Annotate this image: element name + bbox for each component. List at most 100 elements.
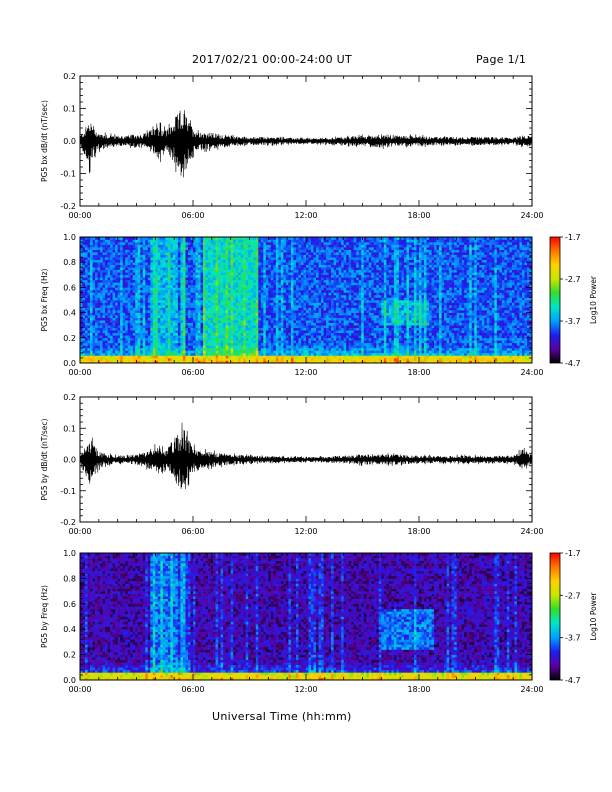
bx-spectrogram-cell (110, 342, 113, 346)
bx-spectrogram-cell (120, 279, 123, 283)
bx-spectrogram-cell (210, 269, 214, 273)
bx-spectrogram-cell (185, 312, 189, 316)
bx-spectrogram-cell (268, 244, 272, 248)
bx-spectrogram-cell (225, 335, 229, 339)
bx-spectrogram-cell (82, 249, 86, 253)
bx-spectrogram-cell (295, 282, 299, 286)
bx-spectrogram-cell (235, 282, 239, 286)
bx-spectrogram-cell (157, 315, 161, 318)
bx-spectrogram-cell (198, 274, 201, 278)
bx-spectrogram-cell (280, 282, 284, 286)
bx-spectrogram-cell (290, 277, 294, 281)
bx-spectrogram-cell (180, 312, 184, 316)
bx-spectrogram-cell (105, 262, 108, 266)
bx-spectrogram-cell (218, 249, 221, 253)
bx-spectrogram-cell (157, 352, 161, 356)
bx-spectrogram-cell (140, 279, 144, 283)
bx-spectrogram-cell (318, 305, 322, 308)
bx-spectrogram-cell (243, 335, 247, 339)
bx-spectrogram-cell (95, 325, 98, 329)
bx-spectrogram-cell (258, 352, 262, 356)
bx-spectrogram-cell (255, 274, 259, 278)
bx-spectrogram-cell (97, 350, 101, 354)
bx-spectrogram-cell (80, 244, 83, 248)
bx-spectrogram-cell (132, 289, 136, 293)
bx-spectrogram-cell (137, 337, 141, 341)
bx-spectrogram-cell (293, 277, 297, 281)
bx-spectrogram-cell (155, 317, 159, 321)
bx-spectrogram-cell (117, 315, 121, 318)
bx-spectrogram-cell (110, 289, 113, 293)
bx-spectrogram-cell (311, 357, 314, 361)
bx-spectrogram-cell (150, 325, 154, 329)
bx-spectrogram-cell (298, 312, 302, 316)
bx-spectrogram-cell (142, 360, 146, 364)
bx-spectrogram-cell (132, 282, 136, 286)
bx-spectrogram-cell (265, 355, 269, 359)
bx-spectrogram-cell (323, 292, 327, 296)
bx-spectrogram-cell (180, 282, 184, 286)
bx-spectrogram-cell (273, 350, 277, 354)
bx-spectrogram-cell (90, 249, 93, 253)
bx-spectrogram-cell (215, 277, 219, 281)
bx-spectrogram-cell (125, 277, 129, 281)
bx-spectrogram-cell (95, 277, 98, 281)
bx-spectrogram-cell (175, 244, 179, 248)
bx-spectrogram-cell (321, 284, 324, 288)
bx-spectrogram-cell (182, 347, 186, 351)
bx-spectrogram-cell (122, 322, 126, 326)
bx-spectrogram-cell (205, 284, 209, 288)
bx-spectrogram-cell (120, 252, 123, 255)
bx-spectrogram-cell (270, 325, 274, 329)
bx-spectrogram-cell (290, 284, 294, 288)
bx-spectrogram-cell (132, 237, 136, 240)
bx-spectrogram-cell (273, 335, 277, 339)
bx-spectrogram-cell (82, 274, 86, 278)
bx-spectrogram-cell (182, 320, 186, 323)
bx-spectrogram-cell (300, 287, 304, 291)
bx-spectrogram-cell (220, 272, 224, 276)
bx-spectrogram-cell (283, 277, 287, 281)
bx-spectrogram-cell (82, 307, 86, 311)
bx-spectrogram-cell (92, 267, 96, 271)
bx-spectrogram-cell (155, 342, 159, 346)
bx-spectrogram-cell (90, 312, 93, 316)
bx-spectrogram-cell (102, 239, 106, 243)
bx-spectrogram-cell (82, 244, 86, 248)
bx-spectrogram-cell (268, 264, 272, 268)
bx-spectrogram-cell (260, 350, 264, 354)
bx-spectrogram-cell (175, 307, 179, 311)
bx-spectrogram-cell (248, 325, 252, 329)
bx-spectrogram-cell (313, 257, 317, 260)
bx-spectrogram-cell (218, 342, 221, 346)
bx-spectrogram-cell (288, 310, 292, 313)
bx-spectrogram-cell (268, 277, 272, 281)
bx-spectrogram-cell (198, 302, 201, 306)
bx-spectrogram-cell (157, 252, 161, 255)
bx-spectrogram-cell (115, 320, 118, 323)
bx-spectrogram-cell (218, 259, 221, 263)
bx-spectrogram-cell (240, 267, 244, 271)
bx-spectrogram-cell (250, 305, 254, 308)
bx-spectrogram-cell (135, 342, 139, 346)
bx-spectrogram-cell (115, 327, 118, 331)
bx-spectrogram-cell (311, 289, 314, 293)
bx-spectrogram-cell (213, 269, 216, 273)
bx-spectrogram-cell (87, 272, 91, 276)
bx-spectrogram-cell (235, 279, 239, 283)
bx-spectrogram-cell (275, 330, 279, 334)
bx-spectrogram-cell (100, 317, 103, 321)
bx-spectrogram-cell (213, 252, 216, 255)
bx-spectrogram-cell (250, 249, 254, 253)
bx-spectrogram-cell (260, 274, 264, 278)
bx-spectrogram-cell (87, 297, 91, 301)
bx-spectrogram-cell (130, 307, 134, 311)
bx-spectrogram-cell (258, 337, 262, 341)
bx-spectrogram-cell (115, 325, 118, 329)
bx-spectrogram-cell (87, 279, 91, 283)
bx-spectrogram-cell (268, 322, 272, 326)
bx-spectrogram-cell (258, 360, 262, 364)
bx-spectrogram-cell (275, 269, 279, 273)
bx-spectrogram-cell (263, 274, 267, 278)
bx-spectrogram-cell (248, 259, 252, 263)
